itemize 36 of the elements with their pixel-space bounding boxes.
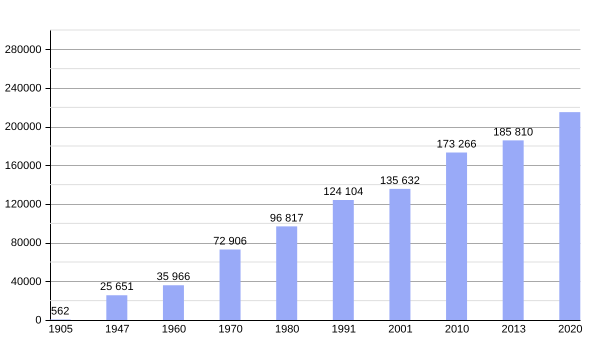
- x-tick-label: 2010: [444, 324, 470, 336]
- x-tick-label: 2013: [501, 324, 526, 336]
- data-label: 562: [51, 305, 70, 318]
- data-label: 135 632: [380, 174, 420, 187]
- x-tick-label: 2020: [558, 324, 583, 336]
- y-tick-label: 160000: [4, 160, 42, 172]
- y-tick-label: 240000: [4, 82, 42, 94]
- bar: [502, 140, 524, 320]
- x-tick-label: 1905: [48, 324, 73, 336]
- y-tick-label: 80000: [10, 237, 42, 250]
- bar: [332, 200, 354, 320]
- bar: [276, 226, 298, 320]
- x-tick-label: 2001: [388, 324, 413, 336]
- data-label: 173 266: [436, 138, 476, 151]
- x-tick-label: 1970: [218, 324, 243, 336]
- y-tick-label: 120000: [4, 198, 42, 210]
- x-tick-label: 1980: [274, 324, 300, 336]
- data-label: 72 906: [213, 236, 247, 248]
- bar: [389, 188, 410, 320]
- data-label: 25 651: [100, 281, 134, 294]
- y-tick-label: 280000: [4, 44, 42, 56]
- data-label: 96 817: [270, 212, 304, 224]
- data-label: 185 810: [493, 126, 534, 138]
- bar: [559, 112, 580, 320]
- bar: [220, 250, 241, 320]
- x-tick-label: 1947: [105, 324, 130, 336]
- x-tick-label: 1960: [162, 324, 186, 336]
- x-tick-label: 1991: [332, 324, 356, 336]
- data-label: 35 966: [156, 271, 190, 284]
- data-label: 124 104: [323, 186, 364, 198]
- y-tick-label: 0: [35, 314, 42, 326]
- bar: [162, 285, 184, 320]
- bar: [106, 295, 128, 320]
- y-tick-label: 40000: [10, 276, 42, 288]
- bar: [446, 152, 468, 320]
- y-tick-label: 200000: [4, 121, 42, 134]
